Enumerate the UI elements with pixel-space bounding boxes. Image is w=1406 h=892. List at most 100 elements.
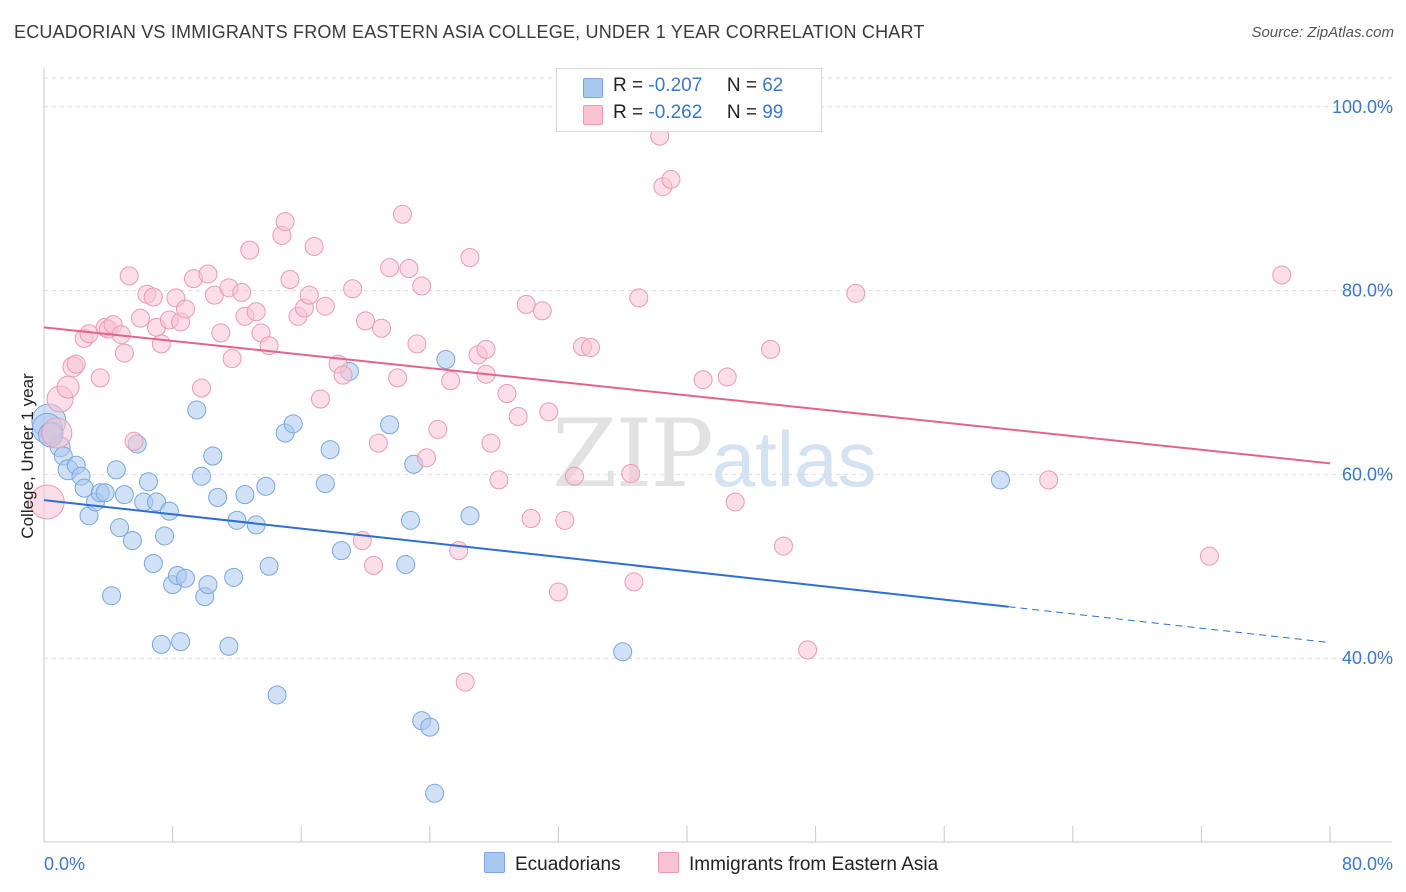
data-point: [417, 448, 437, 468]
data-point: [315, 296, 335, 316]
data-point: [761, 339, 781, 359]
data-point: [235, 485, 255, 505]
correlation-legend: R = -0.207 N = 62 R = -0.262 N = 99: [556, 68, 822, 132]
data-point: [380, 258, 400, 278]
y-tick-label: 60.0%: [1342, 464, 1393, 484]
data-point: [368, 433, 388, 453]
x-tick-label: 0.0%: [44, 854, 85, 874]
y-tick-label: 100.0%: [1332, 97, 1393, 117]
data-point: [259, 556, 279, 576]
data-point: [624, 572, 644, 592]
data-point: [380, 415, 400, 435]
watermark-atlas: atlas: [711, 415, 877, 503]
grid: [44, 77, 1392, 659]
data-point: [203, 446, 223, 466]
data-point: [846, 283, 866, 303]
data-point: [102, 586, 122, 606]
data-point: [428, 419, 448, 439]
data-point: [388, 368, 408, 388]
data-point: [315, 474, 335, 494]
trend-lines: [43, 326, 1331, 644]
data-point: [187, 400, 207, 420]
data-point: [304, 236, 324, 256]
data-point: [198, 575, 218, 595]
data-point: [401, 510, 421, 530]
axes: [43, 68, 1392, 843]
data-point: [155, 526, 175, 546]
bottom-legend-eastern-asia[interactable]: Immigrants from Eastern Asia: [658, 852, 938, 876]
data-point: [192, 378, 212, 398]
data-point: [548, 582, 568, 602]
data-points: [29, 126, 1292, 803]
legend-n-label: N =: [726, 102, 757, 123]
data-point: [372, 318, 392, 338]
data-point: [175, 568, 195, 588]
data-point: [310, 389, 330, 409]
data-point: [192, 466, 212, 486]
data-point: [364, 555, 384, 575]
bottom-legend-swatch: [658, 852, 679, 873]
data-point: [521, 508, 541, 528]
data-point: [564, 466, 584, 486]
data-point: [460, 247, 480, 267]
data-point: [555, 510, 575, 530]
watermark: ZIPatlas: [552, 400, 876, 509]
data-point: [124, 431, 144, 451]
data-point: [130, 308, 150, 328]
trend-line: [43, 326, 1331, 465]
bottom-legend-ecuadorians[interactable]: Ecuadorians: [484, 852, 621, 876]
data-point: [441, 371, 461, 391]
data-point: [343, 279, 363, 299]
legend-swatch-eastern-asia: [583, 105, 603, 125]
data-point: [147, 492, 167, 512]
data-point: [208, 487, 228, 507]
x-tick-label: 80.0%: [1342, 854, 1393, 874]
data-point: [175, 299, 195, 319]
legend-n-label: N =: [726, 75, 757, 96]
data-point: [246, 302, 266, 322]
data-point: [224, 567, 244, 587]
data-point: [159, 501, 179, 521]
data-point: [455, 672, 475, 692]
legend-n-value: 99: [762, 102, 784, 123]
data-point: [489, 470, 509, 490]
data-point: [151, 634, 171, 654]
data-point: [613, 642, 633, 662]
data-point: [725, 492, 745, 512]
data-point: [516, 294, 536, 314]
data-point: [198, 264, 218, 284]
data-point: [661, 169, 681, 189]
data-point: [331, 541, 351, 561]
data-point: [114, 485, 134, 505]
data-point: [138, 472, 158, 492]
data-point: [256, 476, 276, 496]
data-point: [79, 324, 99, 344]
data-point: [211, 323, 231, 343]
data-point: [333, 365, 353, 385]
data-point: [280, 270, 300, 290]
data-point: [114, 343, 134, 363]
trend-line: [43, 499, 1009, 608]
legend-r-label: R =: [613, 102, 644, 123]
legend-r-value: -0.207: [648, 75, 703, 96]
data-point: [151, 334, 171, 354]
data-point: [56, 375, 80, 399]
data-point: [621, 463, 641, 483]
data-point: [693, 370, 713, 390]
bottom-legend-label: Immigrants from Eastern Asia: [689, 854, 939, 875]
data-point: [283, 414, 303, 434]
data-point: [41, 417, 73, 449]
y-axis-label: College, Under 1 year: [18, 373, 37, 539]
data-point: [539, 402, 559, 422]
data-point: [219, 636, 239, 656]
bottom-legend-label: Ecuadorians: [515, 854, 621, 875]
data-point: [90, 368, 110, 388]
data-point: [240, 240, 260, 260]
bottom-legend-swatch: [484, 852, 505, 873]
data-point: [629, 288, 649, 308]
data-point: [508, 406, 528, 426]
data-point: [299, 285, 319, 305]
data-point: [399, 259, 419, 279]
y-tick-label: 40.0%: [1342, 648, 1393, 668]
